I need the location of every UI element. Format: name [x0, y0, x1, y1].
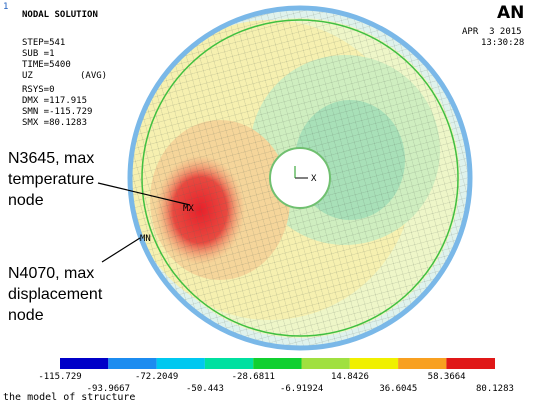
- time: 13:30:28: [481, 38, 524, 49]
- color-bar: [60, 358, 495, 369]
- axis-label: X: [311, 174, 317, 184]
- legend-label: -115.729: [38, 372, 81, 382]
- screenshot: X MX MN -115.729-93.9667-72.2049-50.443-…: [0, 0, 542, 407]
- annotation-line: node: [8, 190, 44, 211]
- header-line: DMX =117.915: [22, 96, 87, 107]
- legend-label: -72.2049: [135, 372, 178, 382]
- header-line: (AVG): [80, 71, 107, 82]
- header-line: SMN =-115.729: [22, 107, 92, 118]
- annotation-line: N4070, max: [8, 263, 94, 284]
- title: NODAL SOLUTION: [22, 10, 98, 21]
- annotation-line: N3645, max: [8, 148, 94, 169]
- annotation-line: node: [8, 305, 44, 326]
- legend-label: 58.3664: [428, 372, 466, 382]
- header-line: RSYS=0: [22, 85, 55, 96]
- plot-area: X MX MN -115.729-93.9667-72.2049-50.443-…: [0, 0, 542, 407]
- legend-label: 14.8426: [331, 372, 369, 382]
- min-label: MN: [140, 234, 151, 244]
- legend-label: 80.1283: [476, 384, 514, 394]
- header-line: UZ: [22, 71, 33, 82]
- header-line: STEP=541: [22, 38, 65, 49]
- date: APR 3 2015: [462, 27, 522, 38]
- legend-label: -50.443: [186, 384, 224, 394]
- pointer: [102, 238, 140, 262]
- header-line: TIME=5400: [22, 60, 71, 71]
- max-label: MX: [183, 204, 194, 214]
- header-line: SUB =1: [22, 49, 55, 60]
- legend-label: -6.91924: [280, 384, 323, 394]
- legend-label: 36.6045: [379, 384, 417, 394]
- logo: AN: [497, 4, 524, 22]
- annotation-line: displacement: [8, 284, 102, 305]
- header-line: SMX =80.1283: [22, 118, 87, 129]
- annotation-line: temperature: [8, 169, 94, 190]
- legend-label: -28.6811: [232, 372, 275, 382]
- footer: the model of structure: [3, 392, 135, 403]
- window-number: 1: [3, 2, 8, 13]
